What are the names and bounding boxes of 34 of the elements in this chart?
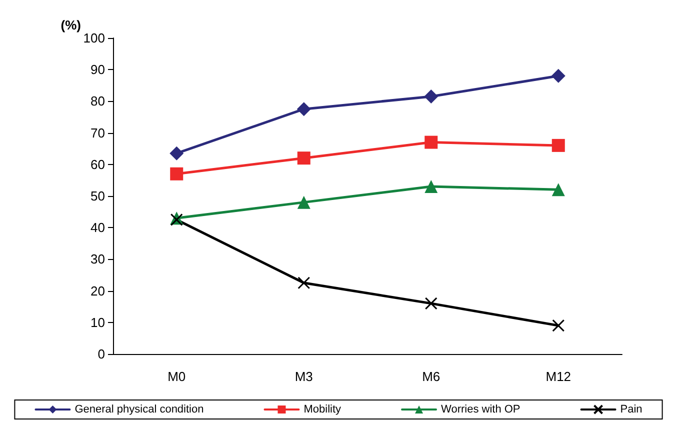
y-axis-title: (%)	[60, 18, 81, 33]
y-tick-label: 90	[90, 62, 105, 78]
y-tick-label: 10	[90, 314, 105, 330]
point	[424, 297, 438, 310]
y-tick-label: 0	[98, 346, 105, 362]
x-tick-label: M6	[422, 369, 440, 384]
point	[424, 89, 438, 104]
point	[296, 102, 311, 116]
x-tick-label: M0	[168, 369, 186, 384]
point	[424, 136, 438, 149]
y-tick-label: 40	[90, 220, 105, 236]
legend-label: Mobility	[304, 404, 342, 416]
y-tick-label: 100	[83, 30, 105, 46]
y-tick-label: 60	[90, 156, 105, 172]
point	[552, 183, 565, 196]
point	[298, 276, 310, 290]
y-tick-label: 70	[90, 125, 105, 140]
point	[424, 180, 438, 194]
legend-label: Worries with OP	[441, 404, 520, 416]
point	[297, 152, 310, 165]
y-tick-label: 50	[90, 188, 105, 204]
point	[170, 146, 184, 160]
x-tick-label: M12	[546, 369, 572, 384]
y-tick-label: 20	[90, 283, 105, 298]
point	[552, 319, 565, 332]
legend-label: Pain	[620, 404, 642, 416]
point	[297, 196, 310, 209]
legend-label: General physical condition	[74, 404, 204, 416]
point	[551, 68, 566, 83]
point	[170, 167, 184, 180]
y-tick-label: 30	[90, 252, 105, 267]
x-tick-label: M3	[294, 369, 313, 384]
point	[552, 138, 565, 152]
y-tick-label: 80	[90, 94, 105, 109]
